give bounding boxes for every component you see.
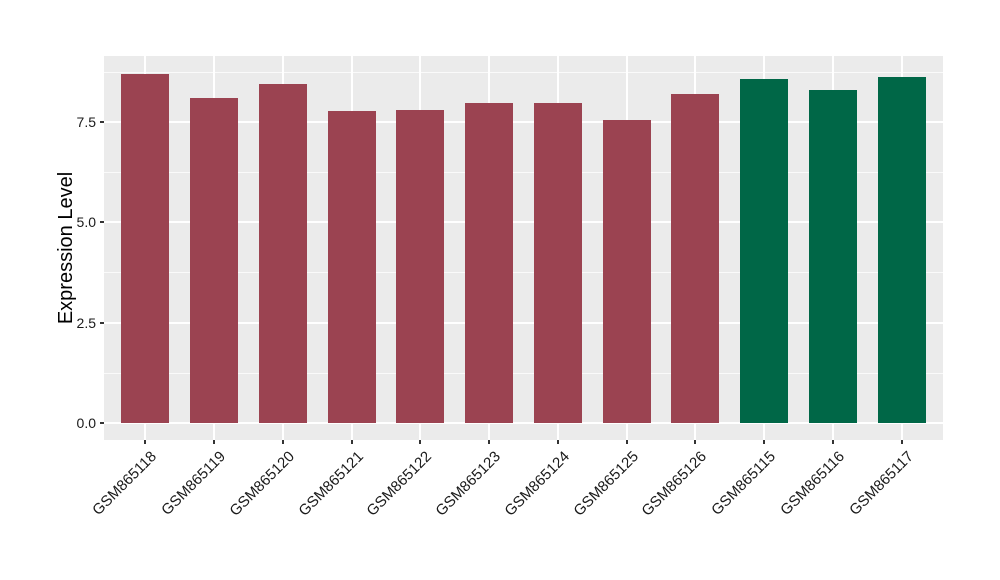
y-tick-label: 0.0 bbox=[76, 414, 96, 431]
x-tick-mark bbox=[488, 440, 491, 444]
x-tick-mark bbox=[281, 440, 284, 444]
x-tick-mark bbox=[625, 440, 628, 444]
y-axis-title: Expression Level bbox=[55, 171, 77, 325]
h-gridline-major bbox=[104, 421, 943, 424]
y-tick-label: 2.5 bbox=[76, 314, 96, 331]
h-gridline-minor bbox=[104, 272, 943, 274]
x-tick-mark bbox=[556, 440, 559, 444]
plot-panel bbox=[104, 56, 943, 440]
bar bbox=[740, 78, 789, 423]
x-tick-mark bbox=[419, 440, 422, 444]
x-tick-mark bbox=[900, 440, 903, 444]
y-tick-label: 7.5 bbox=[76, 114, 96, 131]
bar bbox=[121, 74, 170, 423]
h-gridline-major bbox=[104, 121, 943, 124]
bar bbox=[396, 109, 445, 423]
y-tick-mark bbox=[100, 221, 104, 224]
bar bbox=[327, 110, 376, 423]
h-gridline-minor bbox=[104, 172, 943, 174]
x-tick-mark bbox=[694, 440, 697, 444]
h-gridline-minor bbox=[104, 372, 943, 374]
bar bbox=[189, 98, 239, 423]
bar bbox=[671, 94, 720, 423]
x-tick-mark bbox=[144, 440, 147, 444]
x-tick-mark bbox=[350, 440, 353, 444]
h-gridline-minor bbox=[104, 72, 943, 74]
bar bbox=[258, 84, 307, 423]
h-gridline-major bbox=[104, 321, 943, 324]
bar bbox=[533, 102, 582, 423]
y-tick-mark bbox=[100, 421, 104, 424]
bar bbox=[602, 119, 651, 423]
x-tick-mark bbox=[831, 440, 834, 444]
y-tick-mark bbox=[100, 321, 104, 324]
bar bbox=[465, 102, 514, 423]
x-tick-mark bbox=[213, 440, 216, 444]
y-tick-label: 5.0 bbox=[76, 214, 96, 231]
x-tick-mark bbox=[763, 440, 766, 444]
bar bbox=[808, 89, 858, 423]
bar bbox=[877, 77, 926, 423]
y-tick-mark bbox=[100, 121, 104, 124]
h-gridline-major bbox=[104, 221, 943, 224]
x-tick-label: GSM865118 bbox=[89, 448, 161, 519]
